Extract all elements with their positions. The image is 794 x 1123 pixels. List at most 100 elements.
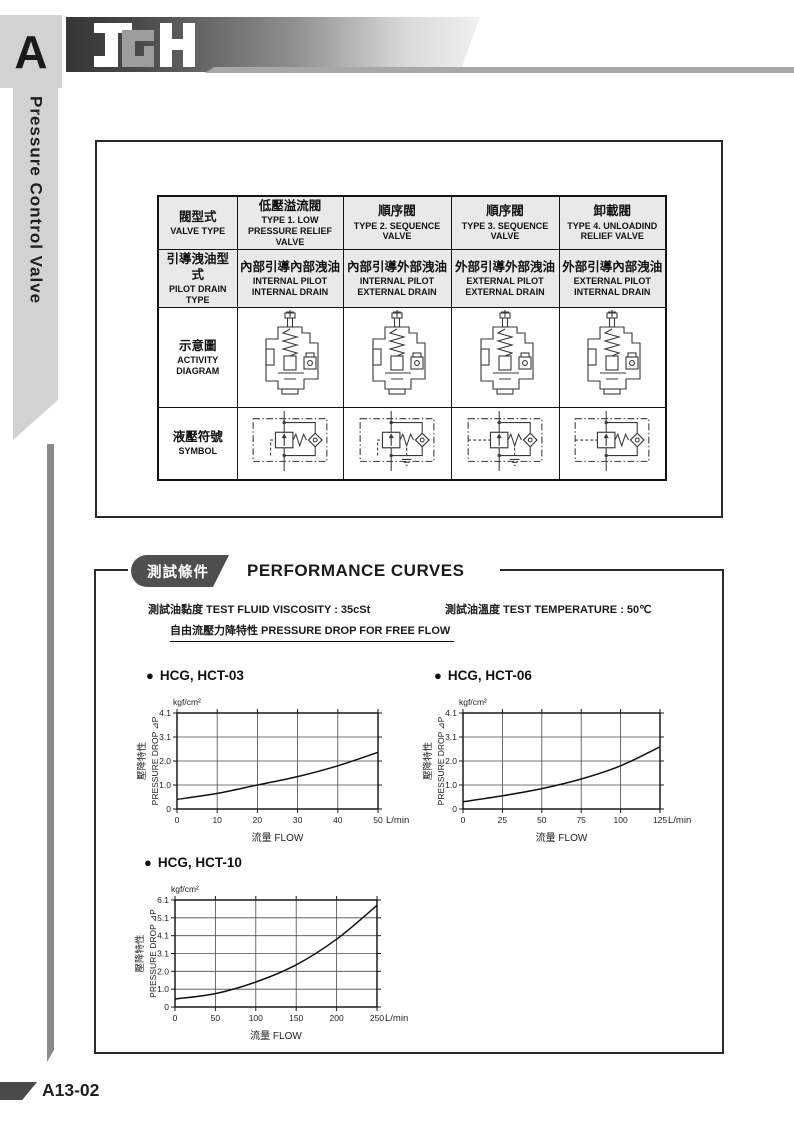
svg-text:25: 25 — [498, 815, 508, 825]
svg-text:250: 250 — [370, 1013, 384, 1023]
svg-text:3.1: 3.1 — [445, 732, 457, 742]
chart-svg: 0 10 20 30 40 50 0 1.0 2.0 3.1 4.1 kgf/cm² L/min 流… — [136, 697, 409, 844]
svg-text:30: 30 — [293, 815, 303, 825]
valve-activity-diagram — [372, 309, 426, 395]
section-letter: A — [14, 25, 48, 78]
cell-text-en: TYPE 2. SEQUENCE VALVE — [353, 220, 441, 242]
cell-text-en: INTERNAL PILOT EXTERNAL DRAIN — [357, 276, 437, 297]
chart-hct06: 0 25 50 75 100 125 0 1.0 2.0 3.1 4.1 kgf/cm² L/min… — [388, 691, 708, 858]
svg-text:150: 150 — [289, 1013, 303, 1023]
symbol-cell — [558, 406, 667, 481]
svg-text:kgf/cm²: kgf/cm² — [171, 884, 199, 894]
activity-diagram-cell — [558, 306, 667, 408]
cell-text-zh: 低壓溢流閥 — [258, 199, 322, 213]
svg-text:100: 100 — [614, 815, 628, 825]
svg-text:流量 FLOW: 流量 FLOW — [250, 1029, 302, 1042]
svg-text:10: 10 — [212, 815, 222, 825]
cell-text-zh: 外部引導外部洩油 — [454, 259, 555, 274]
valve-type-table: 閥型式 VALVE TYPE 低壓溢流閥 TYPE 1. LOW PRESSURE R… — [157, 195, 667, 481]
valve-type-cell: 低壓溢流閥 TYPE 1. LOW PRESSURE RELIEF VALVE — [236, 195, 344, 250]
badge-shape — [131, 555, 229, 587]
chart-title-label: HCG, HCT-06 — [447, 668, 532, 683]
temperature-note: 測試油溫度 TEST TEMPERATURE : 50℃ — [445, 604, 652, 616]
chart-svg: 0 50 100 150 200 250 0 1.0 2.0 3.1 4.1 5.1 6.1 kgf/c… — [134, 884, 408, 1042]
symbol-cell — [236, 406, 344, 481]
symbol-cell — [342, 406, 452, 481]
cell-text-zh: 順序閥 — [378, 204, 416, 219]
svg-text:流量 FLOW: 流量 FLOW — [252, 831, 304, 844]
brand-bar — [66, 17, 480, 72]
cell-text-en: TYPE 4. UNLOADIND RELIEF VALVE — [567, 220, 658, 242]
svg-text:PRESSURE DROP ⊿P: PRESSURE DROP ⊿P — [436, 716, 446, 805]
svg-text:2.0: 2.0 — [445, 756, 457, 766]
chart-title-label: HCG, HCT-10 — [157, 855, 242, 870]
svg-text:0: 0 — [175, 815, 180, 825]
svg-text:2.0: 2.0 — [159, 756, 171, 766]
svg-text:L/min: L/min — [385, 1013, 408, 1024]
cell-text-en: EXTERNAL PILOT EXTERNAL DRAIN — [465, 276, 545, 297]
valve-activity-diagram — [265, 309, 319, 395]
svg-text:200: 200 — [330, 1013, 344, 1023]
svg-text:3.1: 3.1 — [157, 949, 169, 959]
svg-text:0: 0 — [173, 1013, 178, 1023]
cell-text-zh: 外部引導內部洩油 — [562, 259, 663, 274]
row-header-cell: 閥型式 VALVE TYPE — [157, 195, 238, 250]
svg-text:0: 0 — [461, 815, 466, 825]
free-flow-subtitle: 自由流壓力降特性 PRESSURE DROP FOR FREE FLOW — [170, 622, 455, 642]
cell-text-zh: 內部引導內部洩油 — [239, 259, 340, 274]
activity-diagram-cell — [450, 306, 560, 408]
svg-text:4.1: 4.1 — [445, 708, 457, 718]
svg-text:20: 20 — [253, 815, 263, 825]
chart-hct10: 0 50 100 150 200 250 0 1.0 2.0 3.1 4.1 5.1 6.1 kgf/c… — [100, 878, 425, 1056]
bullet-icon: ● — [144, 855, 152, 870]
footer-flag — [0, 1082, 37, 1100]
cell-text-zh: 閥型式 — [178, 209, 217, 224]
chart-title-hct10: ● HCG, HCT-10 — [144, 855, 242, 870]
jgh-logo-icon — [88, 20, 210, 70]
svg-text:3.1: 3.1 — [159, 732, 171, 742]
svg-text:40: 40 — [333, 815, 343, 825]
svg-text:0: 0 — [166, 804, 171, 814]
svg-text:125: 125 — [653, 815, 667, 825]
row-header-cell: 示意圖 ACTIVITY DIAGRAM — [157, 306, 238, 408]
chart-title-label: HCG, HCT-03 — [159, 668, 244, 683]
svg-text:75: 75 — [576, 815, 586, 825]
cell-text-en: ACTIVITY DIAGRAM — [176, 355, 220, 376]
valve-activity-diagram — [587, 309, 641, 395]
svg-text:kgf/cm²: kgf/cm² — [459, 697, 487, 707]
svg-text:1.0: 1.0 — [159, 780, 171, 790]
hydraulic-symbol — [574, 410, 650, 471]
valve-activity-diagram — [480, 309, 534, 395]
pilot-drain-cell: 外部引導外部洩油 EXTERNAL PILOT EXTERNAL DRAIN — [450, 248, 560, 308]
svg-text:4.1: 4.1 — [159, 708, 171, 718]
activity-diagram-cell — [342, 306, 452, 408]
svg-text:流量 FLOW: 流量 FLOW — [536, 831, 588, 844]
bullet-icon: ● — [146, 668, 154, 683]
bullet-icon: ● — [434, 668, 442, 683]
valve-type-cell: 順序閥 TYPE 2. SEQUENCE VALVE — [342, 195, 452, 250]
svg-text:0: 0 — [164, 1002, 169, 1012]
valve-type-cell: 卸載閥 TYPE 4. UNLOADIND RELIEF VALVE — [558, 195, 667, 250]
cell-text-zh: 卸載閥 — [593, 204, 631, 219]
svg-text:50: 50 — [211, 1013, 221, 1023]
svg-text:L/min: L/min — [386, 815, 409, 826]
pilot-drain-cell: 外部引導內部洩油 EXTERNAL PILOT INTERNAL DRAIN — [558, 248, 667, 308]
symbol-cell — [450, 406, 560, 481]
svg-text:2.0: 2.0 — [157, 966, 169, 976]
pilot-drain-cell: 內部引導內部洩油 INTERNAL PILOT INTERNAL DRAIN — [236, 248, 344, 308]
svg-text:L/min: L/min — [668, 815, 691, 826]
svg-text:6.1: 6.1 — [157, 895, 169, 905]
pilot-drain-cell: 內部引導外部洩油 INTERNAL PILOT EXTERNAL DRAIN — [342, 248, 452, 308]
panel-border-gap — [128, 565, 500, 574]
svg-text:5.1: 5.1 — [157, 913, 169, 923]
chart-svg: 0 25 50 75 100 125 0 1.0 2.0 3.1 4.1 kgf/cm² L/min… — [422, 697, 691, 844]
sidebar-rule — [47, 444, 54, 1062]
chart-title-hct06: ● HCG, HCT-06 — [434, 668, 532, 683]
cell-text-en: INTERNAL PILOT INTERNAL DRAIN — [251, 276, 329, 297]
valve-type-cell: 順序閥 TYPE 3. SEQUENCE VALVE — [450, 195, 560, 250]
svg-text:100: 100 — [249, 1013, 263, 1023]
test-conditions-badge: 測試條件 — [128, 554, 232, 588]
svg-text:4.1: 4.1 — [157, 931, 169, 941]
svg-text:壓降特性: 壓降特性 — [136, 742, 148, 781]
cell-text-zh: 引導洩油型式 — [166, 251, 229, 282]
